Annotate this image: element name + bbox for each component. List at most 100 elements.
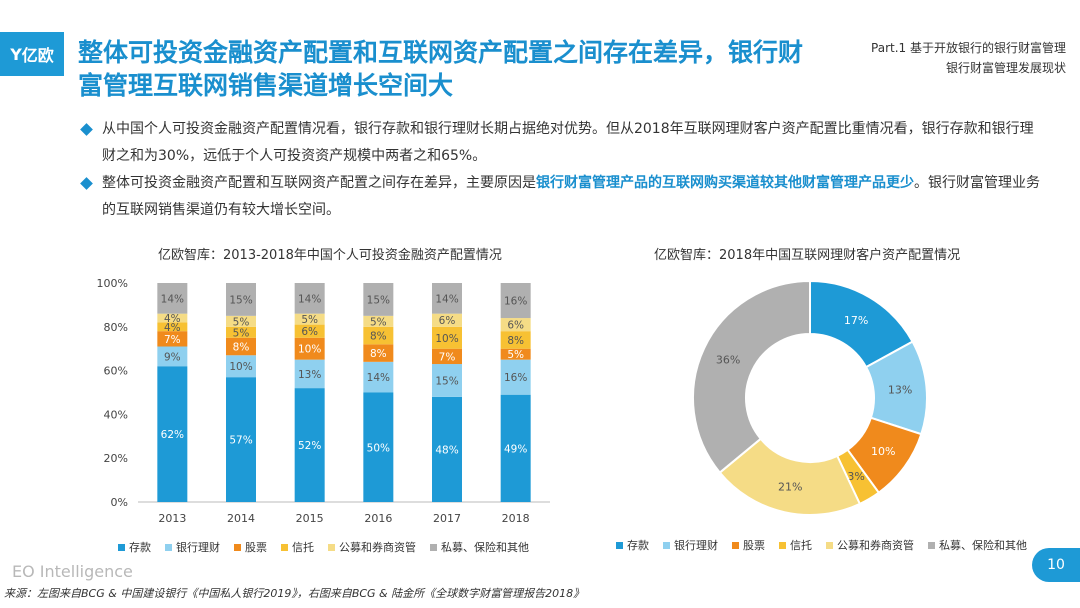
bar-segment [226, 326, 256, 338]
section-label: Part.1 基于开放银行的银行财富管理 银行财富管理发展现状 [871, 38, 1066, 78]
donut-chart: 17% 13% 10% 3% 21% 36% [692, 279, 928, 516]
bar-data-label: 15% [435, 375, 458, 387]
bar-segment [294, 283, 325, 314]
bar-segment [432, 364, 462, 397]
bar-data-label: 14% [435, 293, 458, 305]
legend-swatch [165, 543, 172, 551]
legend-swatch [826, 541, 833, 549]
legend-swatch [779, 541, 786, 549]
bar-data-label: 49% [504, 443, 527, 455]
bar-segment [157, 313, 188, 323]
bar-segment [226, 377, 256, 502]
bar-segment [500, 348, 531, 360]
bar-data-label: 14% [161, 293, 184, 305]
bar-segment [500, 359, 531, 395]
bar-segment [157, 283, 188, 314]
bar-data-label: 13% [298, 369, 321, 381]
bar-data-label: 5% [370, 316, 387, 328]
legend-label: 公募和券商资管 [837, 539, 914, 552]
bar-segment [226, 337, 256, 356]
legend-item: 私募、保险和其他 [430, 539, 529, 555]
bar-segment [432, 396, 462, 502]
legend-item: 银行理财 [165, 539, 220, 555]
bar-segment [157, 322, 188, 332]
bar-segment [363, 344, 394, 362]
bar-segment [432, 313, 462, 327]
x-tick-label: 2015 [296, 512, 324, 525]
bar-data-label: 5% [233, 327, 250, 339]
bar-data-label: 10% [435, 333, 458, 345]
bar-data-label: 6% [301, 326, 318, 338]
bar-segment [157, 346, 188, 367]
bar-data-label: 9% [164, 351, 181, 363]
bar-data-label: 57% [229, 435, 252, 447]
legend-item: 私募、保险和其他 [928, 537, 1027, 553]
bullet-text: 。银行财富管理业务的互联网销售渠道仍有较大增长空间。 [102, 175, 1040, 218]
bar-segment [157, 366, 188, 502]
y-tick-label: 80% [104, 321, 128, 334]
bar-segment [363, 392, 394, 502]
legend-swatch [328, 543, 335, 551]
bar-data-label: 15% [367, 294, 390, 306]
bar-segment [363, 315, 394, 327]
y-tick-label: 20% [104, 452, 128, 465]
legend-label: 存款 [627, 539, 649, 552]
slice-data-label: 3% [847, 470, 864, 483]
bar-segment [432, 283, 462, 314]
y-tick-label: 60% [104, 365, 128, 378]
bar-data-label: 14% [298, 293, 321, 305]
bar-segment [363, 326, 394, 345]
bar-segment [500, 283, 531, 319]
page-title: 整体可投资金融资产配置和互联网资产配置之间存在差异，银行财富管理互联网销售渠道增… [78, 38, 804, 100]
y-tick-label: 40% [104, 408, 128, 421]
bar-segment [363, 361, 394, 393]
donut-chart-title: 亿欧智库：2018年中国互联网理财客户资产配置情况 [654, 248, 961, 263]
legend-label: 股票 [245, 541, 267, 554]
yiou-y-icon: Y [10, 44, 22, 64]
bar-segment [226, 315, 256, 327]
bar-data-label: 48% [435, 444, 458, 456]
legend-swatch [118, 543, 125, 551]
slice-data-label: 36% [716, 353, 740, 366]
donut-slice [692, 279, 811, 474]
bar-data-label: 6% [507, 320, 524, 332]
legend-swatch [430, 543, 437, 551]
legend-item: 公募和券商资管 [328, 539, 416, 555]
donut-chart-legend: 存款 银行理财 股票 信托 公募和券商资管 私募、保险和其他 [616, 537, 1027, 553]
legend-swatch [663, 541, 670, 549]
section-line-1: Part.1 基于开放银行的银行财富管理 [871, 41, 1066, 55]
bar-data-label: 10% [298, 344, 321, 356]
bullet-highlight: 银行财富管理产品的互联网购买渠道较其他财富管理产品更少 [536, 175, 914, 191]
y-tick-label: 100% [97, 277, 128, 290]
slice-data-label: 17% [844, 314, 868, 327]
bar-chart-legend: 存款 银行理财 股票 信托 公募和券商资管 私募、保险和其他 [118, 539, 529, 555]
bar-data-label: 50% [367, 442, 390, 454]
x-tick-label: 2014 [227, 512, 255, 525]
bar-data-label: 5% [507, 349, 524, 361]
bar-data-label: 4% [164, 322, 181, 334]
bullet-text: 整体可投资金融资产配置和互联网资产配置之间存在差异，主要原因是 [102, 175, 536, 191]
legend-label: 信托 [292, 541, 314, 554]
legend-label: 银行理财 [176, 541, 220, 554]
legend-swatch [281, 543, 288, 551]
x-tick-label: 2013 [158, 512, 186, 525]
bar-data-label: 4% [164, 313, 181, 325]
legend-item: 信托 [779, 537, 812, 553]
slice-data-label: 21% [778, 480, 802, 493]
legend-label: 银行理财 [674, 539, 718, 552]
legend-swatch [928, 541, 935, 549]
bar-data-label: 6% [439, 315, 456, 327]
slice-data-label: 10% [871, 445, 895, 458]
bar-data-label: 10% [229, 361, 252, 373]
bar-segment [294, 388, 325, 502]
x-tick-label: 2017 [433, 512, 461, 525]
source-note: 来源：左图来自BCG & 中国建设银行《中国私人银行2019》，右图来自BCG … [4, 587, 585, 600]
legend-item: 存款 [616, 537, 649, 553]
x-tick-label: 2018 [502, 512, 530, 525]
legend-label: 私募、保险和其他 [441, 541, 529, 554]
bar-data-label: 52% [298, 440, 321, 452]
legend-swatch [616, 541, 623, 549]
bar-data-label: 16% [504, 372, 527, 384]
bar-segment [294, 337, 325, 360]
bar-data-label: 8% [370, 348, 387, 360]
